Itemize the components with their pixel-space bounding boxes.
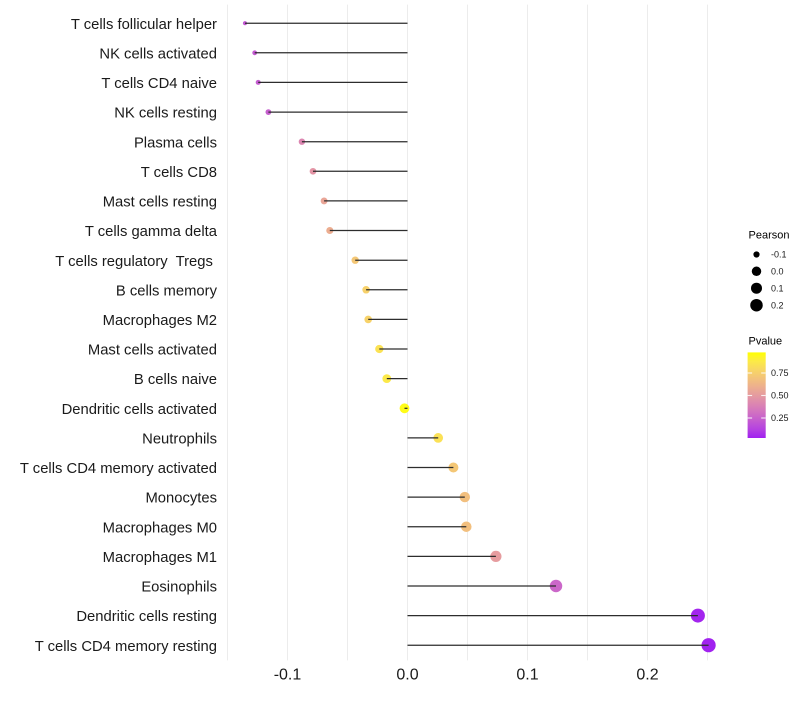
svg-text:Neutrophils: Neutrophils	[142, 432, 217, 448]
svg-text:Monocytes: Monocytes	[145, 491, 217, 507]
svg-text:Mast cells activated: Mast cells activated	[88, 343, 217, 359]
svg-text:Dendritic cells activated: Dendritic cells activated	[62, 402, 217, 418]
svg-text:0.2: 0.2	[771, 300, 784, 310]
svg-text:Dendritic cells resting: Dendritic cells resting	[76, 609, 217, 625]
svg-text:T cells CD4 memory resting: T cells CD4 memory resting	[35, 639, 217, 655]
svg-text:T cells gamma delta: T cells gamma delta	[85, 224, 218, 240]
svg-text:0.75: 0.75	[771, 368, 789, 378]
svg-text:T cells follicular helper: T cells follicular helper	[71, 17, 217, 33]
svg-text:0.50: 0.50	[771, 391, 789, 401]
svg-text:Macrophages M1: Macrophages M1	[103, 550, 217, 566]
svg-text:0.0: 0.0	[396, 667, 418, 684]
svg-text:Macrophages M0: Macrophages M0	[103, 520, 217, 536]
svg-text:0.0: 0.0	[771, 267, 784, 277]
svg-text:Plasma cells: Plasma cells	[134, 135, 217, 151]
svg-text:-0.1: -0.1	[771, 250, 787, 260]
svg-text:NK cells activated: NK cells activated	[99, 46, 217, 62]
svg-text:T cells CD4 memory activated: T cells CD4 memory activated	[20, 461, 217, 477]
svg-text:Eosinophils: Eosinophils	[141, 580, 217, 596]
svg-text:Pvalue: Pvalue	[749, 336, 783, 348]
svg-text:0.25: 0.25	[771, 413, 789, 423]
svg-text:B cells naive: B cells naive	[134, 372, 217, 388]
svg-text:NK cells resting: NK cells resting	[114, 106, 217, 122]
svg-text:-0.1: -0.1	[274, 667, 302, 684]
svg-text:T cells CD4 naive: T cells CD4 naive	[101, 76, 217, 92]
svg-text:T cells regulatory Tregs: T cells regulatory Tregs	[55, 254, 217, 270]
svg-text:T cells CD8: T cells CD8	[141, 165, 217, 181]
svg-text:0.1: 0.1	[516, 667, 538, 684]
svg-text:Macrophages M2: Macrophages M2	[103, 313, 217, 329]
svg-text:0.1: 0.1	[771, 283, 784, 293]
svg-text:Mast cells resting: Mast cells resting	[103, 195, 217, 211]
svg-text:Pearson: Pearson	[749, 230, 790, 242]
svg-text:0.2: 0.2	[636, 667, 658, 684]
svg-text:B cells memory: B cells memory	[116, 283, 218, 299]
